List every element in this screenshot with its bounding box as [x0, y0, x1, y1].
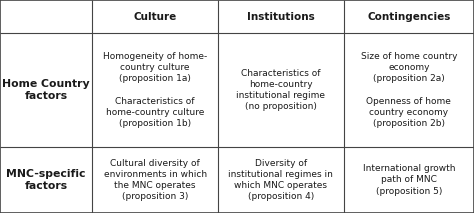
Text: Cultural diversity of
environments in which
the MNC operates
(proposition 3): Cultural diversity of environments in wh…: [104, 159, 207, 201]
Text: Characteristics of
home-country
institutional regime
(no proposition): Characteristics of home-country institut…: [237, 69, 325, 111]
Text: MNC-specific
factors: MNC-specific factors: [7, 169, 86, 191]
Text: Diversity of
institutional regimes in
which MNC operates
(proposition 4): Diversity of institutional regimes in wh…: [228, 159, 333, 201]
Text: Contingencies: Contingencies: [367, 12, 450, 22]
Text: Size of home country
economy
(proposition 2a)

Openness of home
country economy
: Size of home country economy (propositio…: [361, 52, 457, 128]
Text: Institutions: Institutions: [247, 12, 315, 22]
Text: Homogeneity of home-
country culture
(proposition 1a)

Characteristics of
home-c: Homogeneity of home- country culture (pr…: [103, 52, 207, 128]
Text: International growth
path of MNC
(proposition 5): International growth path of MNC (propos…: [363, 164, 455, 196]
Text: Culture: Culture: [134, 12, 177, 22]
Text: Home Country
factors: Home Country factors: [2, 79, 90, 101]
